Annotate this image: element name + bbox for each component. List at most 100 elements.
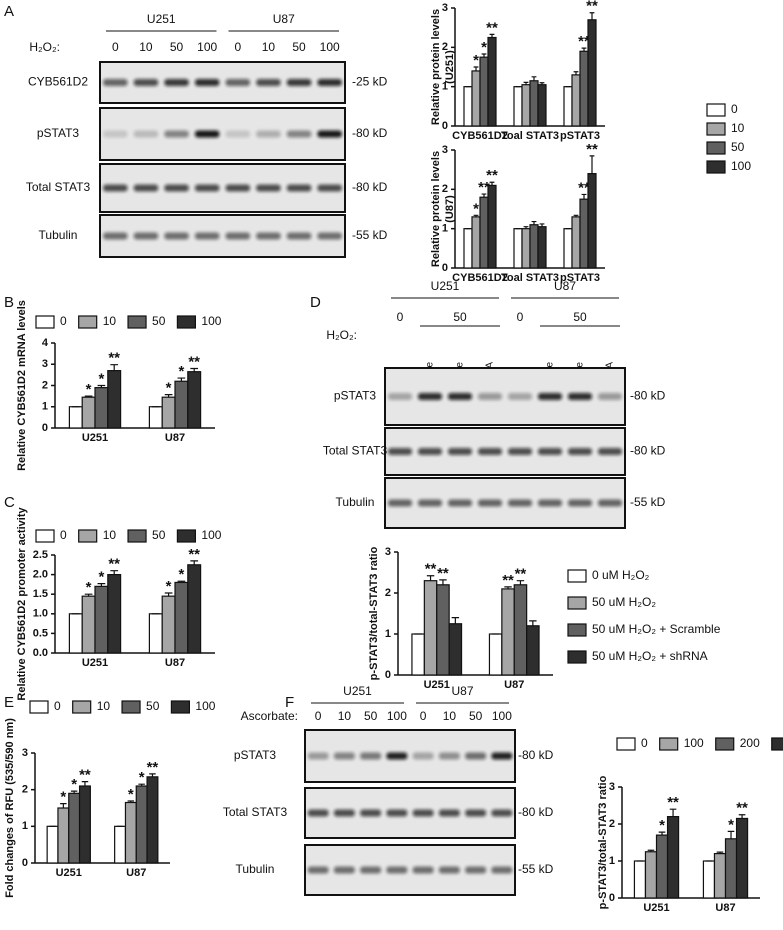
legend-label: 100	[731, 159, 751, 173]
error-bar	[97, 384, 106, 388]
legend-swatch	[78, 529, 98, 543]
bar	[46, 825, 59, 864]
error-bar	[516, 580, 525, 585]
legend-label: 0	[641, 736, 648, 750]
panel-letter: B	[4, 294, 14, 311]
bar	[633, 860, 647, 899]
error-bar	[81, 781, 89, 786]
band	[388, 448, 412, 455]
error-bar	[110, 570, 119, 575]
error-bar	[589, 12, 595, 20]
panel-letter: E	[4, 694, 14, 711]
x-tick-label: Toal STAT3	[501, 130, 559, 142]
error-bar	[658, 831, 666, 836]
panel-letter: C	[4, 494, 15, 511]
error-bar	[727, 830, 735, 839]
error-bar	[84, 395, 93, 398]
error-bar	[504, 586, 512, 589]
significance: **	[108, 350, 120, 367]
legend-swatch	[127, 529, 147, 543]
band	[538, 393, 562, 400]
legend-swatch	[127, 315, 147, 329]
x-tick-label: U87	[165, 657, 185, 669]
legend-label: 0	[60, 528, 67, 542]
legend-swatch	[72, 700, 92, 714]
row-label: CYB561D2	[28, 75, 88, 89]
y-tick-label: 0	[385, 669, 391, 681]
bar	[655, 834, 669, 899]
legend-label: 10	[103, 528, 117, 542]
legend-label: 50 uM H₂O₂ + Scramble	[592, 622, 721, 636]
significance: *	[98, 370, 104, 387]
legend-swatch	[567, 623, 587, 637]
size-label: -55 kD	[352, 228, 388, 242]
y-tick-label: 2	[385, 587, 391, 599]
significance: *	[98, 569, 104, 586]
y-tick-label: 1	[442, 81, 448, 93]
y-axis-label: (U251)	[444, 50, 456, 84]
band	[465, 866, 487, 874]
legend-swatch	[78, 315, 98, 329]
bar	[161, 396, 176, 429]
significance: **	[188, 353, 200, 370]
significance: **	[478, 179, 490, 196]
legend-label: 0	[60, 314, 67, 328]
significance: **	[188, 546, 200, 563]
legend-swatch	[706, 103, 726, 117]
band	[103, 79, 128, 86]
dose-label: 0	[420, 709, 427, 723]
size-label: -55 kD	[518, 862, 554, 876]
dose-label: 50	[292, 40, 306, 54]
significance: **	[486, 167, 498, 184]
band	[438, 809, 460, 817]
legend-swatch	[176, 529, 197, 543]
error-bar	[177, 377, 186, 382]
bar	[488, 633, 503, 676]
bar	[463, 228, 473, 269]
error-bar	[523, 226, 529, 229]
treatment-label: Ascorbate:	[241, 709, 298, 723]
y-tick-label: 3	[22, 747, 28, 759]
error-bar	[531, 220, 537, 225]
band	[256, 184, 281, 192]
band	[103, 232, 128, 240]
bar	[187, 564, 202, 654]
y-tick-label: 2	[609, 818, 615, 830]
band	[568, 499, 592, 507]
significance: *	[473, 52, 479, 69]
band	[418, 448, 442, 455]
dose-label: 10	[338, 709, 352, 723]
dose-label: 10	[443, 709, 457, 723]
band	[317, 130, 342, 138]
y-tick-label: 1.5	[33, 588, 48, 600]
significance: *	[71, 776, 77, 793]
y-tick-label: 1	[22, 820, 28, 832]
bar	[563, 86, 573, 127]
row-label: Tubulin	[336, 495, 375, 509]
bar	[471, 216, 481, 269]
dose-label: 50	[170, 40, 184, 54]
row-label: pSTAT3	[37, 126, 80, 140]
significance: **	[425, 561, 437, 578]
error-bar	[127, 800, 135, 803]
band	[225, 232, 251, 240]
band	[360, 866, 382, 874]
significance: *	[166, 380, 172, 397]
bar	[487, 184, 497, 269]
significance: **	[578, 33, 590, 50]
significance: **	[79, 767, 91, 784]
error-bar	[539, 82, 545, 85]
error-bar	[426, 575, 435, 581]
legend-label: 10	[731, 121, 745, 135]
error-bar	[669, 808, 677, 817]
bar	[57, 807, 70, 864]
band	[412, 809, 434, 817]
band	[491, 809, 513, 817]
y-tick-label: 0	[42, 422, 48, 434]
band	[491, 752, 513, 760]
legend-label: 50	[152, 314, 166, 328]
bar	[187, 371, 202, 429]
band	[478, 448, 502, 455]
legend-label: 100	[195, 699, 215, 713]
error-bar	[177, 580, 186, 583]
